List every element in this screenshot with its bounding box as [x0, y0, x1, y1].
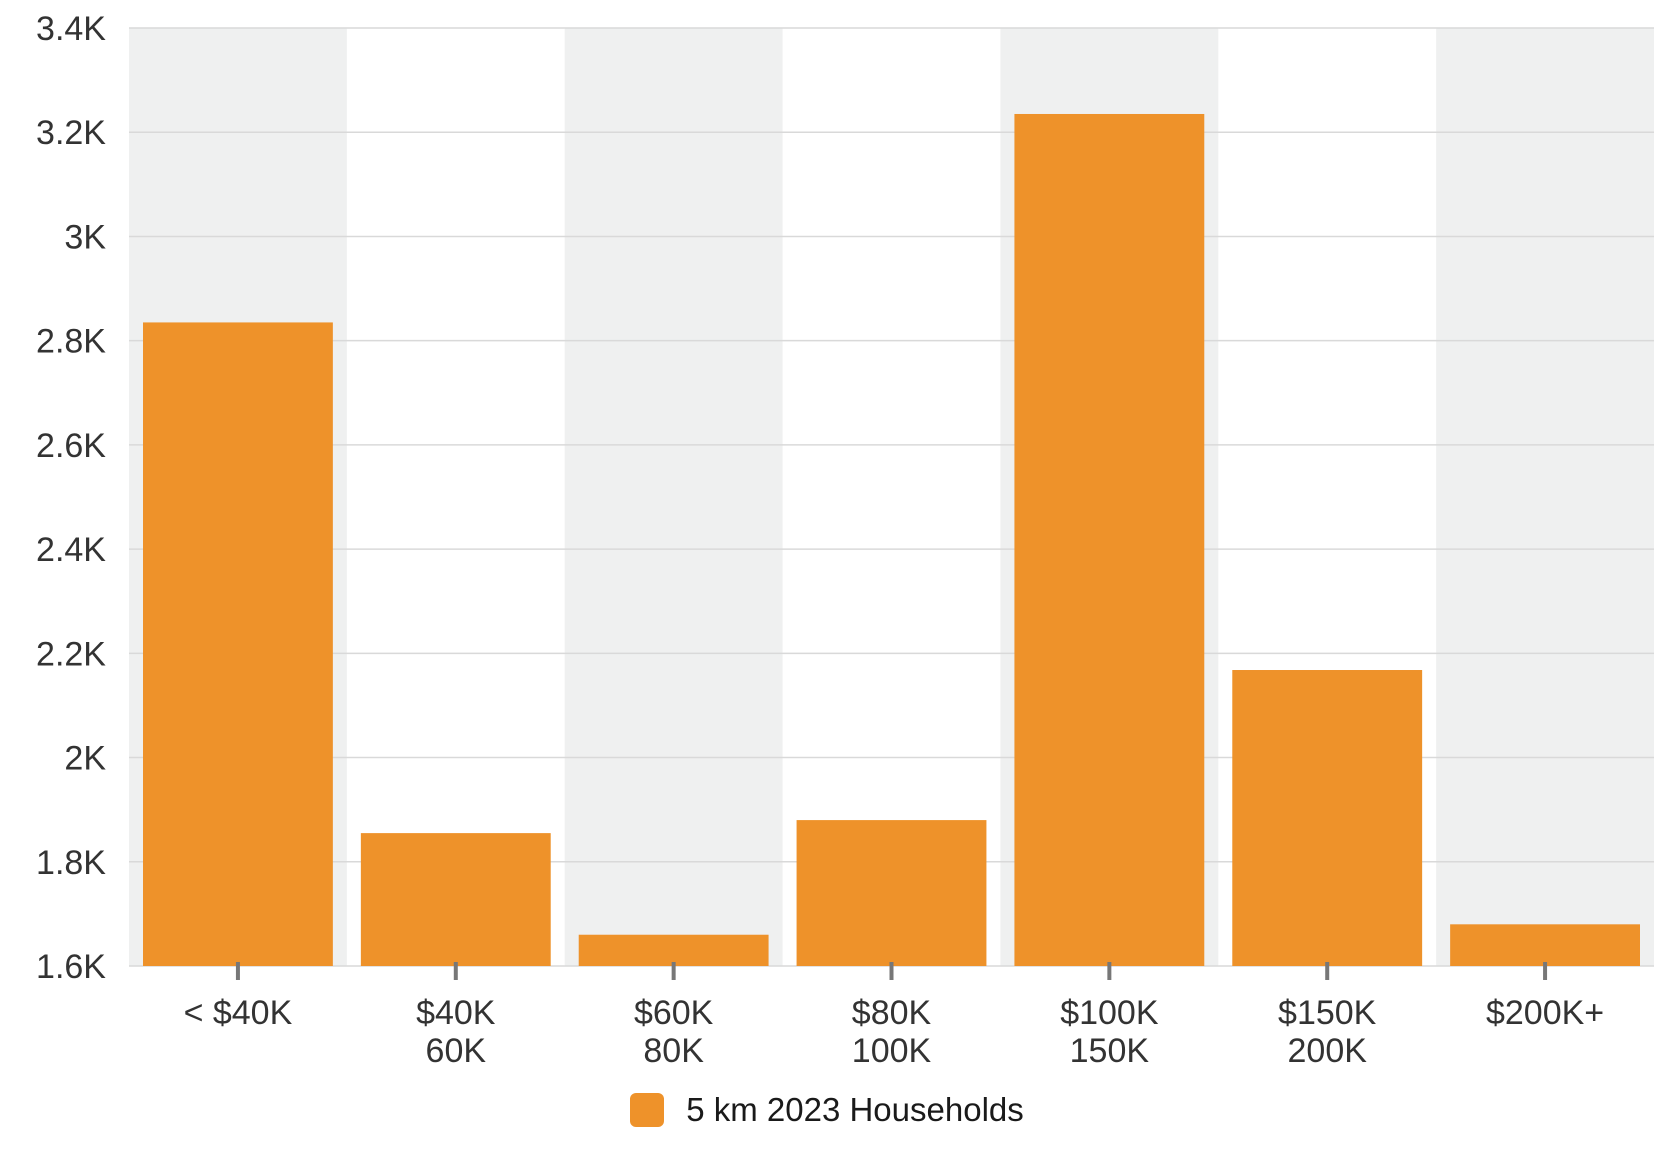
bars [143, 113, 1640, 967]
x-tick-label: $60K 80K [634, 994, 714, 1070]
band [564, 28, 783, 966]
bar[interactable] [143, 322, 333, 967]
y-axis: 1.6K 1.8K 2K 2.2K 2.4K 2.6K 2.8K 3K 3.2K 3.4K [36, 10, 106, 986]
bar[interactable] [1450, 924, 1640, 966]
x-tick-label: < $40K [184, 994, 293, 1032]
bar[interactable] [578, 934, 769, 966]
bar[interactable] [360, 833, 551, 966]
x-tick-label: $100K 150K [1060, 994, 1159, 1070]
x-tick-label: $80K 100K [852, 994, 932, 1070]
bar[interactable] [1232, 670, 1423, 966]
y-tick-label: 2.4K [36, 531, 106, 569]
band [1436, 28, 1654, 966]
y-tick-label: 1.6K [36, 948, 106, 986]
y-tick-label: 1.8K [36, 844, 106, 882]
bar[interactable] [1014, 113, 1205, 966]
bar[interactable] [796, 820, 987, 966]
x-tick-label: $200K+ [1486, 994, 1604, 1032]
legend[interactable]: 5 km 2023 Households [0, 1088, 1654, 1132]
x-tick-label: $40K 60K [416, 994, 496, 1070]
legend-label: 5 km 2023 Households [686, 1091, 1024, 1128]
y-tick-label: 2.6K [36, 427, 106, 465]
x-tick-label: $150K 200K [1278, 994, 1377, 1070]
x-axis: < $40K $40K 60K $60K 80K $80K 100K $100K 150K $15… [184, 962, 1604, 1070]
y-tick-label: 3.2K [36, 114, 106, 152]
y-tick-label: 2K [64, 740, 106, 778]
y-tick-label: 3.4K [36, 10, 106, 48]
y-tick-label: 2.2K [36, 635, 106, 673]
y-tick-label: 2.8K [36, 323, 106, 361]
y-tick-label: 3K [64, 218, 106, 256]
legend-swatch [630, 1093, 665, 1127]
